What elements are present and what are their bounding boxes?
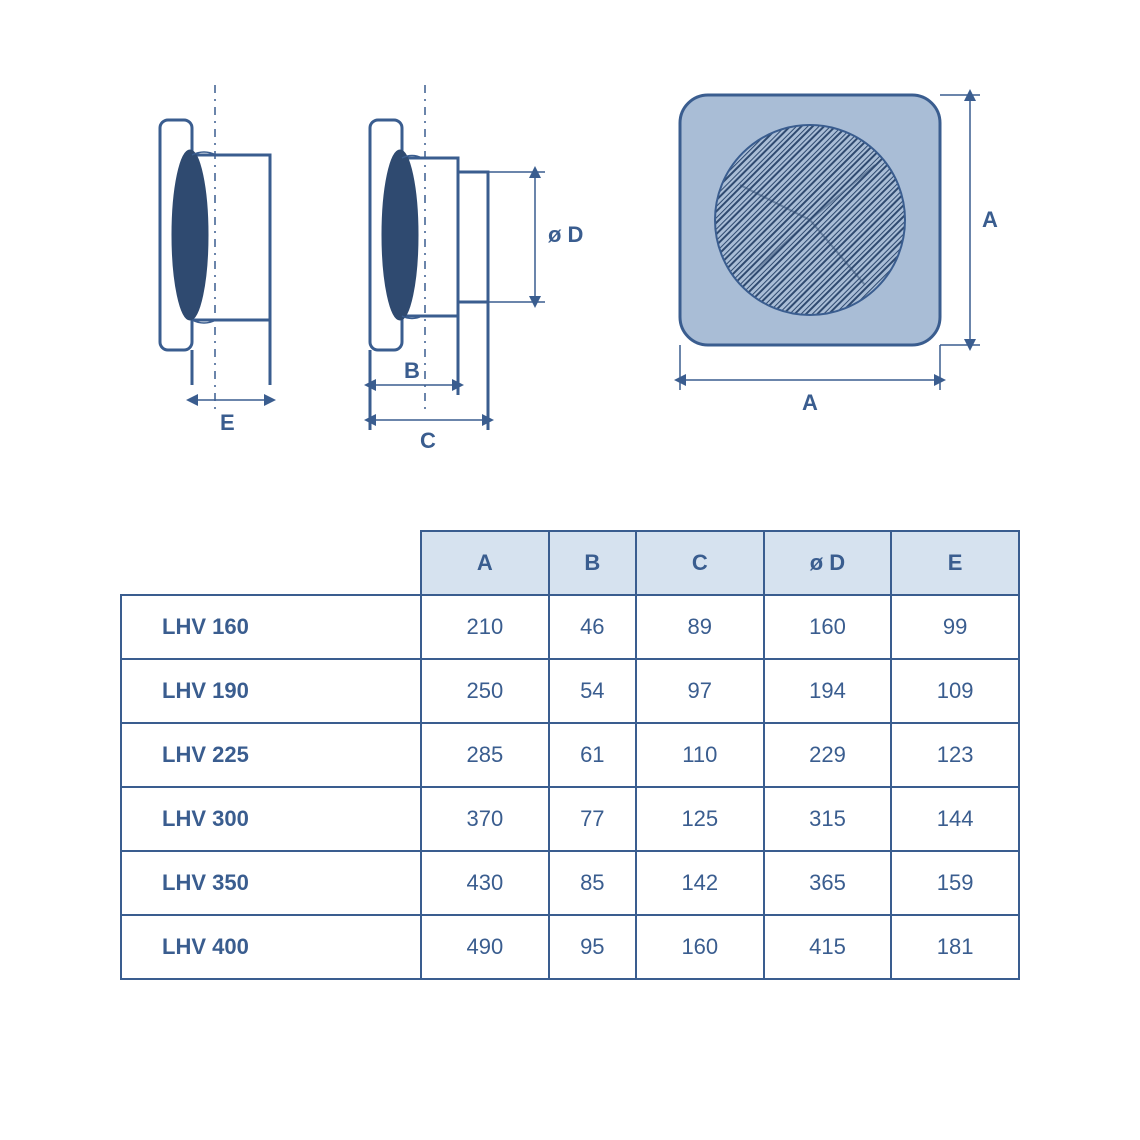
table-row: LHV 35043085142365159 [121,851,1019,915]
value-cell: 365 [764,851,892,915]
model-cell: LHV 190 [121,659,421,723]
value-cell: 144 [891,787,1019,851]
value-cell: 61 [549,723,636,787]
value-cell: 370 [421,787,549,851]
model-cell: LHV 160 [121,595,421,659]
value-cell: 99 [891,595,1019,659]
table-header-row: A B C ø D E [121,531,1019,595]
value-cell: 109 [891,659,1019,723]
dim-label-a-h: A [802,390,818,415]
dim-label-d: ø D [548,222,583,247]
value-cell: 229 [764,723,892,787]
table-row: LHV 22528561110229123 [121,723,1019,787]
value-cell: 181 [891,915,1019,979]
table-row: LHV 30037077125315144 [121,787,1019,851]
value-cell: 285 [421,723,549,787]
header-blank [121,531,421,595]
value-cell: 85 [549,851,636,915]
col-header: C [636,531,764,595]
col-header: A [421,531,549,595]
value-cell: 123 [891,723,1019,787]
value-cell: 110 [636,723,764,787]
table-row: LHV 40049095160415181 [121,915,1019,979]
col-header: B [549,531,636,595]
spec-table: A B C ø D E LHV 160210468916099LHV 19025… [120,530,1020,980]
value-cell: 210 [421,595,549,659]
table-row: LHV 160210468916099 [121,595,1019,659]
value-cell: 430 [421,851,549,915]
dim-label-e: E [220,410,235,435]
value-cell: 89 [636,595,764,659]
table-row: LHV 1902505497194109 [121,659,1019,723]
value-cell: 415 [764,915,892,979]
value-cell: 95 [549,915,636,979]
value-cell: 250 [421,659,549,723]
dim-label-b: B [404,358,420,383]
value-cell: 159 [891,851,1019,915]
side-view-bcd: ø D B C [370,85,583,453]
value-cell: 315 [764,787,892,851]
dim-label-a-v: A [982,207,998,232]
value-cell: 97 [636,659,764,723]
value-cell: 54 [549,659,636,723]
side-view-e: E [160,85,270,435]
col-header: ø D [764,531,892,595]
front-view-a: A A [680,95,998,415]
model-cell: LHV 300 [121,787,421,851]
value-cell: 77 [549,787,636,851]
model-cell: LHV 350 [121,851,421,915]
model-cell: LHV 225 [121,723,421,787]
value-cell: 490 [421,915,549,979]
dim-label-c: C [420,428,436,453]
value-cell: 142 [636,851,764,915]
value-cell: 160 [636,915,764,979]
model-cell: LHV 400 [121,915,421,979]
col-header: E [891,531,1019,595]
value-cell: 125 [636,787,764,851]
value-cell: 46 [549,595,636,659]
technical-drawing: E ø D [120,80,1020,460]
dimension-table: A B C ø D E LHV 160210468916099LHV 19025… [120,530,1020,980]
value-cell: 194 [764,659,892,723]
value-cell: 160 [764,595,892,659]
